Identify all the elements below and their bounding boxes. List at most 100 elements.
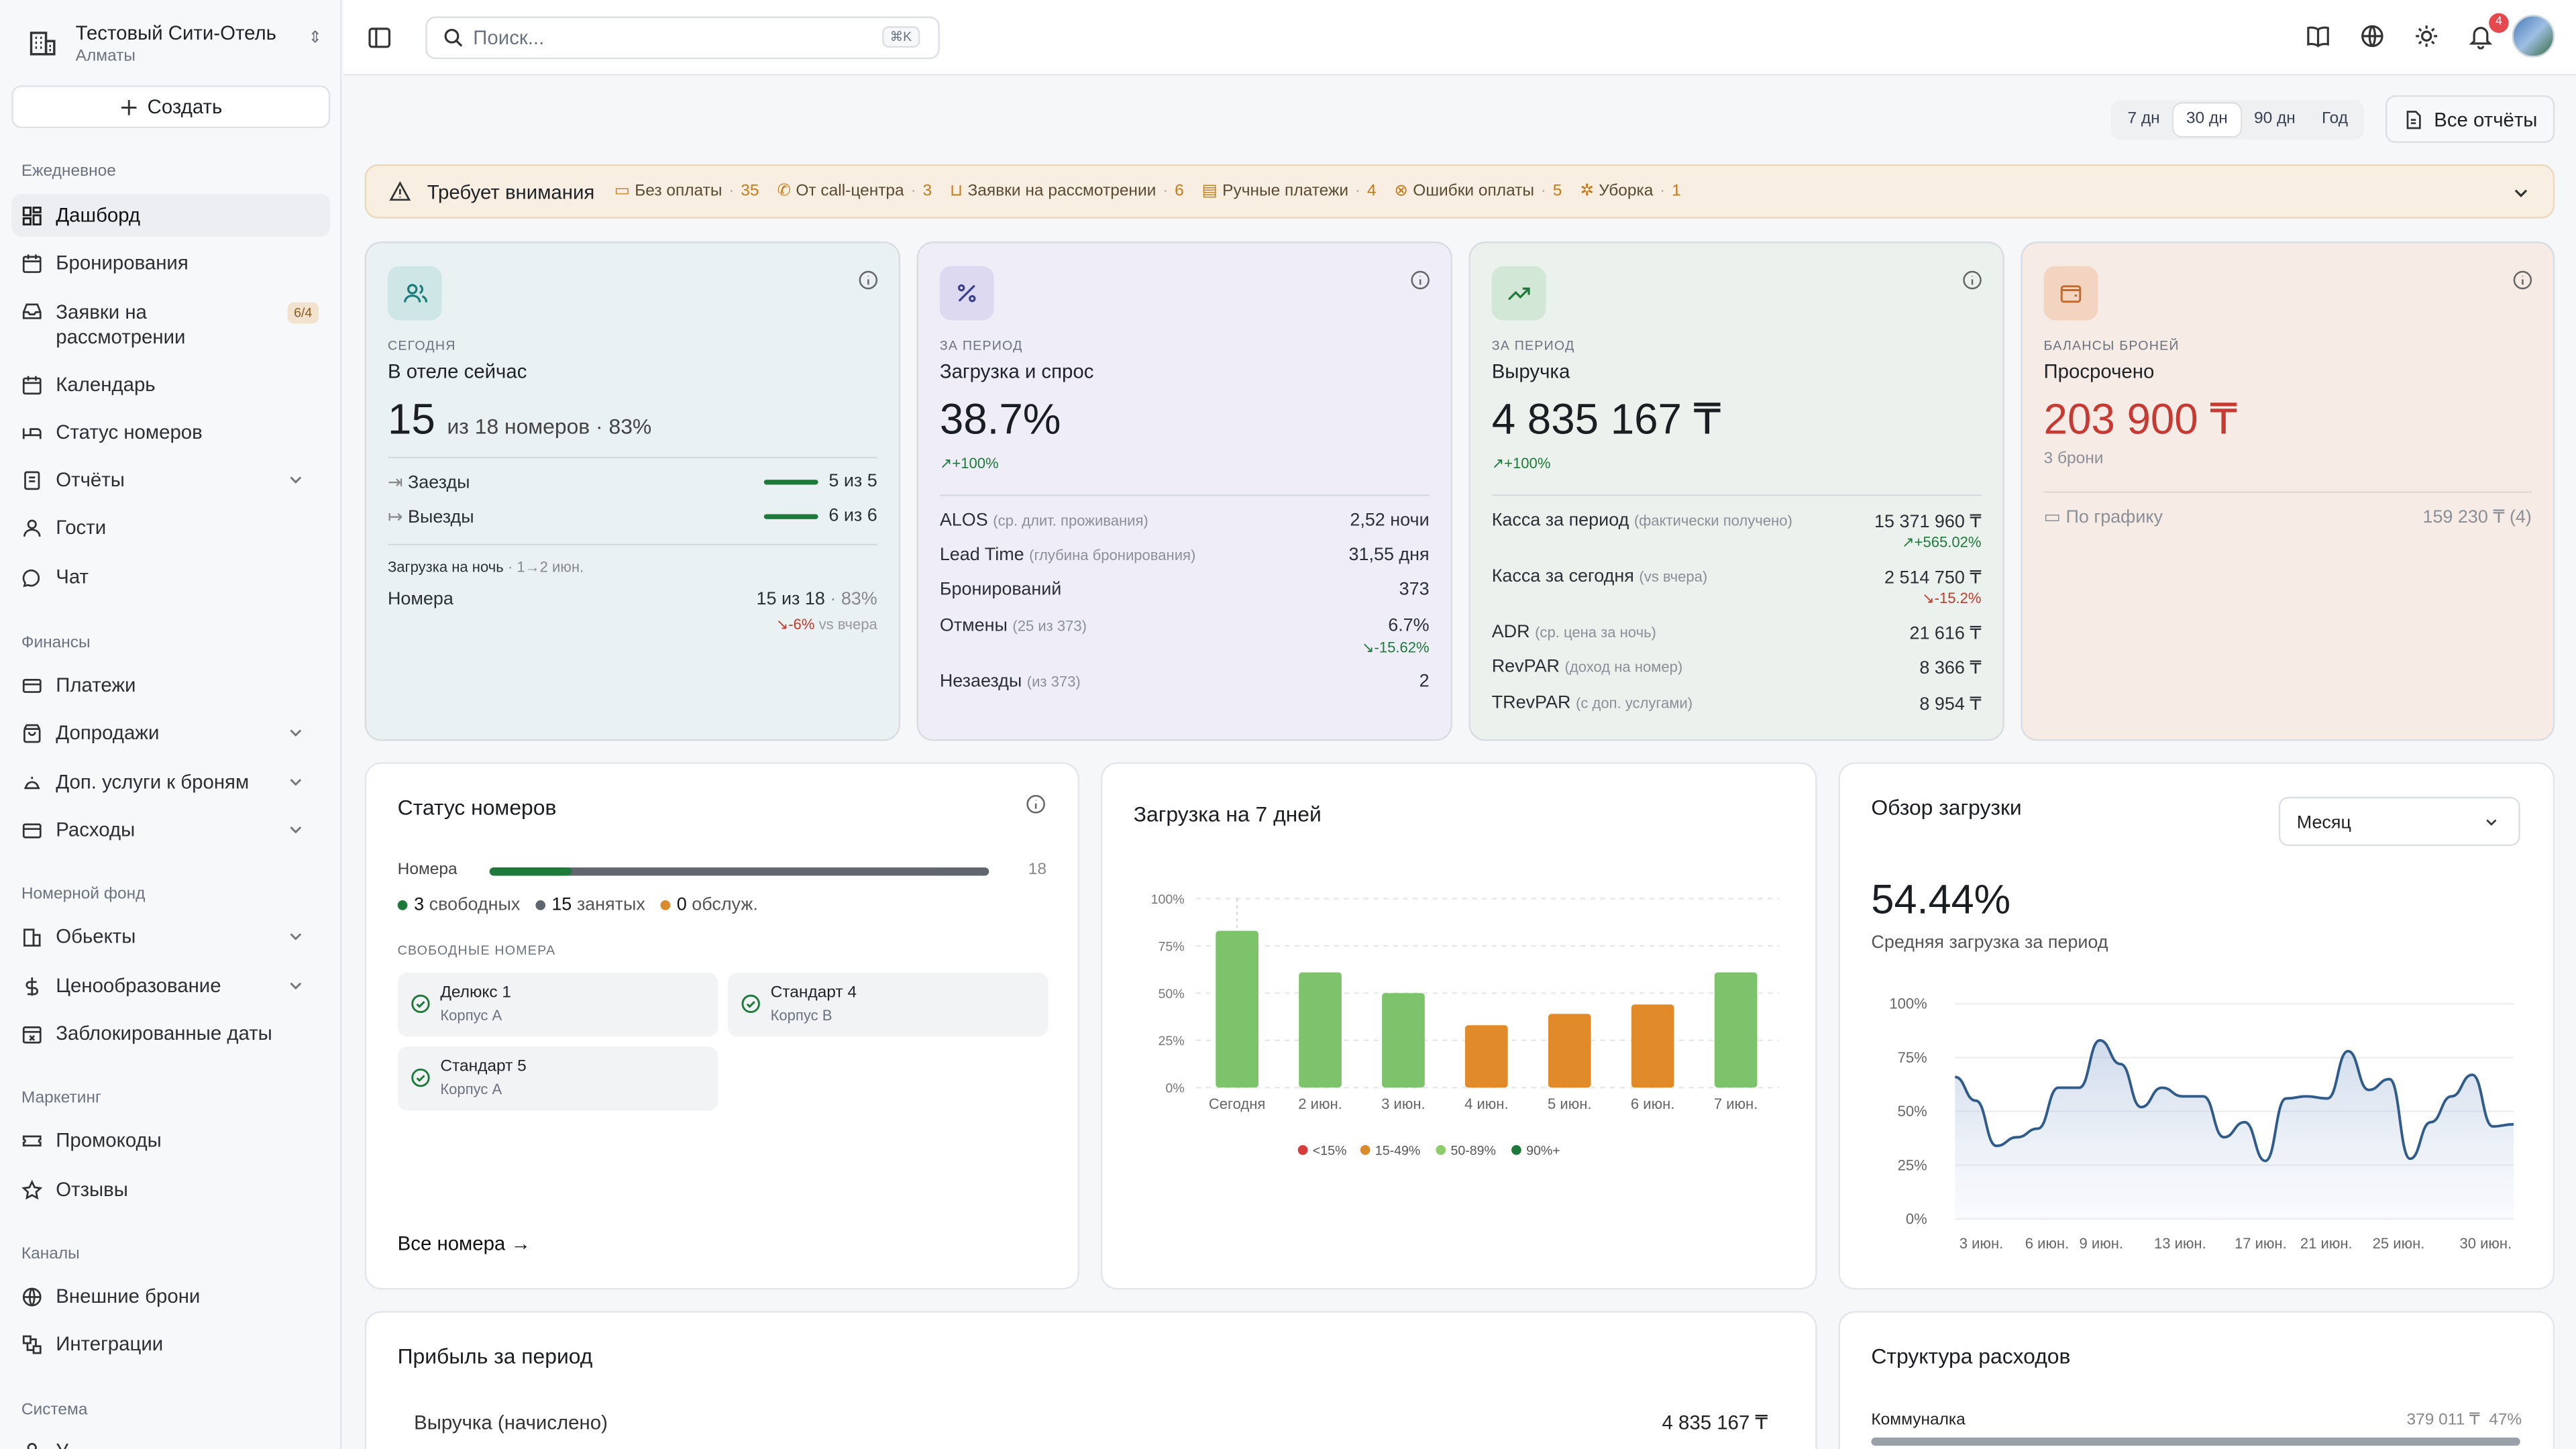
nav-external-bookings[interactable]: Внешние брони — [11, 1275, 330, 1318]
checkout-row: ↦ Выезды 6 из 6 — [388, 506, 877, 527]
free-room-item[interactable]: Делюкс 1 Корпус А — [397, 972, 718, 1037]
metric-hint: (фактически получено) — [1633, 513, 1792, 529]
hotel-switcher[interactable]: Тестовый Сити-Отель Алматы ⇕ — [16, 13, 328, 72]
hotel-city: Алматы — [75, 46, 136, 65]
metric-label: Бронирований — [939, 580, 1062, 600]
check-circle-icon — [741, 994, 760, 1014]
free-count: 3 — [414, 895, 425, 916]
kpi-title: Загрузка и спрос — [939, 360, 1094, 383]
bag-icon — [23, 723, 41, 743]
rooms-pct: · 83% — [830, 590, 877, 610]
kpi-value: 15 из 18 номеров · 83% — [388, 394, 651, 445]
nav-requests[interactable]: Заявки на рассмотрении 6/4 — [11, 289, 330, 362]
avatar[interactable] — [2512, 15, 2555, 58]
kpi-title: Выручка — [1491, 360, 1570, 383]
kpi-delta: ↗+100% — [940, 455, 999, 473]
free-room-item[interactable]: Стандарт 5 Корпус А — [397, 1046, 718, 1111]
attention-item[interactable]: ⊔ Заявки на рассмотрении · 6 — [950, 182, 1184, 201]
nav-room-status[interactable]: Статус номеров — [11, 411, 330, 453]
rooms-value: 15 из 18 — [756, 590, 825, 610]
check-circle-icon — [411, 1068, 430, 1087]
sun-icon[interactable] — [2414, 23, 2440, 49]
divider — [2043, 491, 2532, 493]
warning-icon — [389, 180, 411, 201]
nav-expenses[interactable]: Расходы — [11, 808, 330, 851]
nav-dashboard[interactable]: Дашборд — [11, 193, 331, 237]
search-shortcut: ⌘K — [881, 26, 920, 48]
attention-item[interactable]: ⊗ Ошибки оплаты · 5 — [1394, 182, 1562, 201]
nav-extra-services[interactable]: Доп. услуги к броням — [11, 761, 330, 804]
bell-icon[interactable] — [2467, 23, 2493, 50]
checkin-label: Заезды — [408, 473, 470, 493]
nav-pricing[interactable]: Ценообразование — [11, 965, 330, 1008]
info-icon[interactable] — [1025, 794, 1046, 815]
metric-delta-value: -15.2% — [1934, 590, 1982, 606]
attention-item[interactable]: ▭ Без оплаты · 35 — [614, 182, 759, 201]
info-icon[interactable] — [1409, 270, 1431, 291]
room-building: Корпус А — [440, 1081, 502, 1097]
attention-item[interactable]: ▤ Ручные платежи · 4 — [1202, 182, 1377, 201]
nav-reviews[interactable]: Отзывы — [11, 1168, 330, 1211]
nav-calendar[interactable]: Календарь — [11, 363, 330, 406]
user-icon — [23, 519, 41, 536]
y-tick-label: 100% — [1151, 892, 1185, 907]
all-rooms-link[interactable]: Все номера → — [398, 1232, 531, 1255]
kpi-revenue: ЗА ПЕРИОД Выручка 4 835 167 ₸ ↗+100% Кас… — [1468, 241, 2004, 741]
inbox-icon — [22, 303, 42, 319]
kpi-title: Просрочено — [2043, 360, 2155, 383]
info-icon[interactable] — [857, 270, 879, 291]
all-reports-button[interactable]: Все отчёты — [2385, 95, 2555, 144]
bar — [1465, 1025, 1508, 1088]
nav-chat[interactable]: Чат — [11, 555, 330, 598]
free-room-item[interactable]: Стандарт 4 Корпус В — [727, 972, 1049, 1037]
metric-value: 2,52 ночи — [1350, 511, 1430, 531]
legend-dot — [1436, 1144, 1446, 1155]
nav-reports[interactable]: Отчёты — [11, 458, 330, 501]
legend-dot — [660, 900, 670, 910]
legend-dot — [1511, 1144, 1521, 1155]
kpi-sub: 3 брони — [2043, 450, 2104, 468]
nav-bookings[interactable]: Бронирования — [11, 241, 330, 284]
metric-hint: (ср. длит. проживания) — [993, 513, 1148, 529]
nav-objects[interactable]: Обьекты — [11, 915, 330, 958]
metric-label: RevPAR — [1491, 657, 1560, 677]
nav-payments[interactable]: Платежи — [11, 663, 330, 706]
nav-promocodes[interactable]: Промокоды — [11, 1119, 330, 1162]
search-input[interactable]: Поиск... ⌘K — [425, 16, 940, 60]
attention-items: ▭ Без оплаты · 35 ✆ От call-центра · 3 ⊔ Заявки н… — [614, 182, 1699, 201]
metric-row: RevPAR (доход на номер) 8 366 ₸ — [1492, 657, 1982, 679]
attention-item-count: 35 — [741, 182, 759, 201]
period-option[interactable]: 7 дн — [2127, 110, 2160, 129]
section-channels: Каналы — [21, 1245, 80, 1264]
nav-guests[interactable]: Гости — [11, 506, 330, 549]
check-circle-icon — [411, 994, 430, 1014]
info-icon[interactable] — [2512, 270, 2534, 291]
notification-badge: 4 — [2489, 13, 2509, 33]
attention-item[interactable]: ✲ Уборка · 1 — [1580, 182, 1680, 201]
logout-icon: ↦ — [387, 507, 403, 528]
book-icon[interactable] — [2305, 23, 2331, 49]
info-icon[interactable] — [1962, 270, 1983, 291]
chevron-down-icon — [290, 933, 302, 941]
period-option[interactable]: Год — [2322, 110, 2349, 129]
nav-blocked-dates[interactable]: Заблокированные даты — [11, 1012, 330, 1055]
attention-bar[interactable]: Требует внимания ▭ Без оплаты · 35 ✆ От call-… — [364, 164, 2555, 219]
globe-icon[interactable] — [2359, 23, 2385, 49]
period-option[interactable]: 90 дн — [2253, 110, 2296, 129]
kpi-delta: ↗+100% — [1492, 455, 1551, 473]
metric-delta-value: +565.02% — [1914, 533, 1982, 551]
period-select[interactable]: Месяц — [2278, 796, 2520, 847]
create-button[interactable]: Создать — [11, 85, 331, 129]
attention-item[interactable]: ✆ От call-центра · 3 — [777, 182, 932, 201]
period-option[interactable]: 30 дн — [2173, 103, 2241, 137]
nav-integrations[interactable]: Интеграции — [11, 1322, 330, 1365]
chevron-down-icon[interactable] — [2512, 184, 2530, 202]
bar — [1548, 1014, 1591, 1088]
all-rooms-label: Все номера — [397, 1232, 506, 1256]
kpi-value-sub: из 18 номеров · 83% — [447, 414, 652, 439]
nav-upsells[interactable]: Допродажи — [11, 711, 330, 754]
sidebar-toggle-icon[interactable] — [366, 25, 392, 51]
metric-row: Касса за период (фактически получено) 15 … — [1492, 511, 1982, 533]
divider — [387, 543, 877, 546]
nav-system-item[interactable]: У — [11, 1430, 330, 1449]
